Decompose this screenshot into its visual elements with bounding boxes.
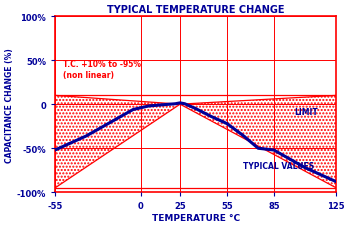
- X-axis label: TEMPERATURE °C: TEMPERATURE °C: [152, 213, 240, 222]
- Text: LIMIT: LIMIT: [294, 107, 318, 116]
- Title: TYPICAL TEMPERATURE CHANGE: TYPICAL TEMPERATURE CHANGE: [107, 5, 285, 15]
- Y-axis label: CAPACITANCE CHANGE (%): CAPACITANCE CHANGE (%): [5, 48, 14, 162]
- Text: T.C. +10% to -95%
(non linear): T.C. +10% to -95% (non linear): [63, 60, 141, 80]
- Text: TYPICAL VALUES: TYPICAL VALUES: [243, 162, 314, 171]
